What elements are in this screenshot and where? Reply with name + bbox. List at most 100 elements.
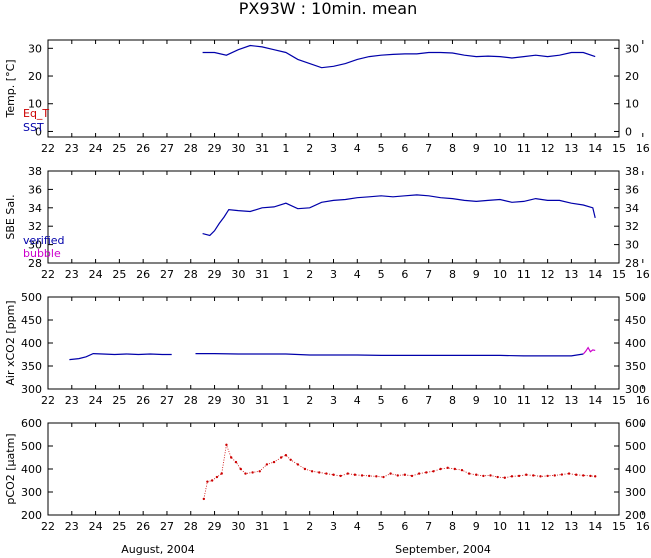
air-xco2-panel: 22 23 24 25 26 27 28 29 30 31 1 2 3 4 5 6 7 8 9 10 11 12 13 14 1… — [4, 291, 650, 407]
x-tick-label: 26 — [136, 268, 150, 281]
x-tick-label: 31 — [255, 268, 269, 281]
x-tick-label: 6 — [401, 268, 408, 281]
x-tick-label: 12 — [541, 520, 555, 533]
pco2-panel: 22 23 24 25 26 27 28 29 30 31 1 2 3 4 5 6 7 8 9 10 11 12 13 14 1… — [4, 417, 650, 533]
x-tick-label: 22 — [41, 268, 55, 281]
x-tick-label: 24 — [89, 394, 103, 407]
y-tick-label-right: 450 — [625, 314, 646, 327]
x-tick-label: 30 — [231, 142, 245, 155]
y-tick-label-right: 30 — [625, 239, 639, 252]
x-tick-label: 2 — [306, 268, 313, 281]
y-tick-label-left: 32 — [28, 220, 42, 233]
x-tick-label: 28 — [184, 520, 198, 533]
x-tick-label: 26 — [136, 142, 150, 155]
x-tick-label: 7 — [425, 142, 432, 155]
data-point — [574, 473, 578, 476]
x-tick-label: 22 — [41, 142, 55, 155]
month-label-august: August, 2004 — [121, 543, 194, 556]
data-point — [425, 471, 428, 474]
y-tick-label-left: 10 — [28, 98, 42, 111]
y-tick-label-left: 400 — [21, 337, 42, 350]
x-tick-label: 30 — [231, 520, 245, 533]
x-tick-label: 4 — [354, 394, 361, 407]
y-axis-label: pCO2 [µatm] — [4, 433, 17, 504]
x-tick-label: 6 — [401, 394, 408, 407]
x-tick-label: 27 — [160, 520, 174, 533]
y-tick-label-right: 34 — [625, 202, 639, 215]
plot-frame — [47, 422, 620, 516]
x-tick-label: 3 — [330, 394, 337, 407]
x-tick-label: 10 — [493, 268, 507, 281]
x-tick-label: 23 — [65, 520, 79, 533]
y-tick-label-right: 500 — [625, 440, 646, 453]
x-tick-label: 13 — [564, 268, 578, 281]
temperature-panel: 22 23 24 25 26 27 28 29 30 31 1 2 3 4 5 6 7 8 9 10 11 12 13 14 1… — [4, 39, 650, 155]
x-tick-label: 28 — [184, 268, 198, 281]
x-tick-label: 5 — [378, 268, 385, 281]
series-line-verified — [202, 194, 596, 237]
x-tick-label: 12 — [541, 268, 555, 281]
plot-frame — [47, 296, 620, 390]
data-point — [432, 470, 435, 473]
x-tick-label: 23 — [65, 142, 79, 155]
data-point — [503, 476, 506, 479]
x-tick-label: 13 — [564, 394, 578, 407]
chart-title: PX93W : 10min. mean — [239, 0, 417, 18]
x-tick-label: 6 — [401, 142, 408, 155]
x-tick-label: 9 — [473, 142, 480, 155]
y-tick-label-right: 32 — [625, 220, 639, 233]
data-point — [446, 466, 449, 470]
x-tick-label: 3 — [330, 520, 337, 533]
x-tick-label: 1 — [282, 394, 289, 407]
x-tick-label: 30 — [231, 394, 245, 407]
legend-sst: SST — [23, 121, 44, 134]
y-tick-label-right: 600 — [625, 417, 646, 430]
x-tick-label: 23 — [65, 268, 79, 281]
series-line-verified — [69, 352, 172, 361]
data-point — [339, 474, 342, 478]
data-point — [589, 474, 592, 478]
y-tick-label-right: 500 — [625, 291, 646, 304]
x-tick-label: 28 — [184, 142, 198, 155]
x-tick-label: 15 — [612, 268, 626, 281]
x-tick-label: 3 — [330, 268, 337, 281]
x-tick-label: 8 — [449, 268, 456, 281]
y-tick-label-left: 200 — [21, 509, 42, 522]
y-tick-label-right: 20 — [625, 70, 639, 83]
x-tick-label: 7 — [425, 520, 432, 533]
y-tick-label-right: 300 — [625, 486, 646, 499]
x-tick-label: 14 — [588, 268, 602, 281]
x-tick-label: 4 — [354, 268, 361, 281]
x-tick-label: 1 — [282, 142, 289, 155]
x-tick-label: 22 — [41, 520, 55, 533]
x-tick-label: 12 — [541, 142, 555, 155]
data-point — [417, 472, 421, 475]
y-tick-label-left: 38 — [28, 165, 42, 178]
series-line-bubble — [582, 346, 596, 355]
x-tick-label: 31 — [255, 142, 269, 155]
x-tick-label: 9 — [473, 520, 480, 533]
x-tick-label: 4 — [354, 142, 361, 155]
data-point — [234, 460, 238, 464]
data-point — [325, 472, 328, 475]
salinity-panel: 22 23 24 25 26 27 28 29 30 31 1 2 3 4 5 6 7 8 9 10 11 12 13 14 1… — [4, 165, 650, 281]
x-tick-label: 13 — [564, 142, 578, 155]
y-tick-label-left: 600 — [21, 417, 42, 430]
x-tick-label: 2 — [306, 520, 313, 533]
data-point — [244, 472, 247, 475]
y-tick-label-left: 28 — [28, 257, 42, 270]
data-point — [594, 475, 597, 478]
y-tick-label-left: 34 — [28, 202, 42, 215]
y-tick-label-left: 30 — [28, 239, 42, 252]
x-tick-label: 27 — [160, 268, 174, 281]
y-tick-label-right: 400 — [625, 337, 646, 350]
data-point — [353, 473, 357, 476]
series-line-sst — [202, 44, 596, 69]
x-tick-label: 10 — [493, 142, 507, 155]
legend-verified: verified — [23, 234, 65, 247]
x-tick-label: 7 — [425, 394, 432, 407]
x-tick-label: 15 — [612, 142, 626, 155]
x-tick-label: 11 — [517, 520, 531, 533]
x-tick-label: 29 — [208, 268, 222, 281]
